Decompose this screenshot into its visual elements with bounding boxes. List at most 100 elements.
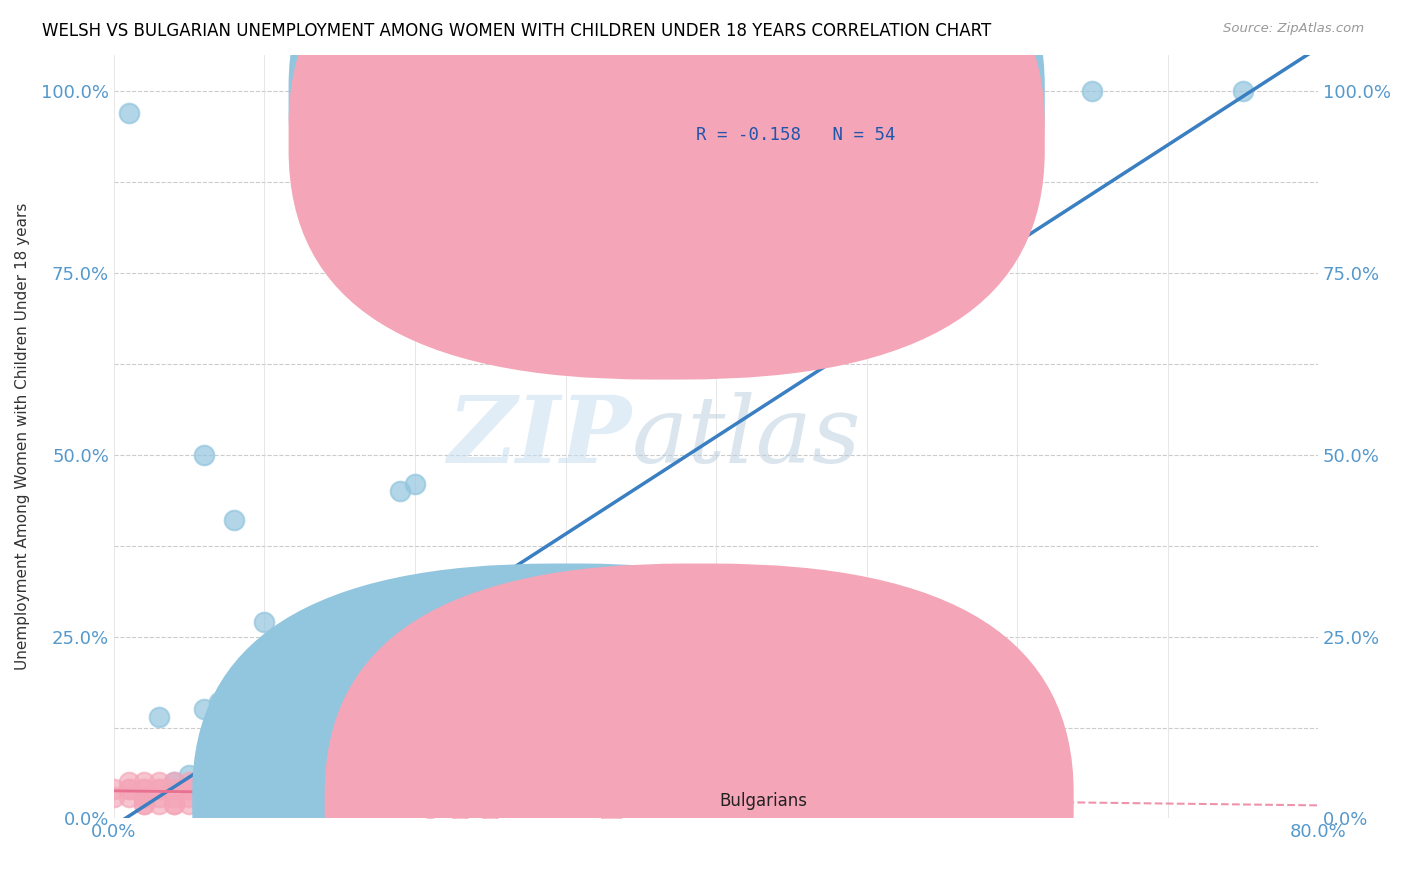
Point: [298, 651, 321, 665]
Point: [208, 789, 231, 804]
Point: [132, 775, 155, 789]
Point: [163, 775, 186, 789]
Point: [118, 782, 141, 797]
Point: [118, 789, 141, 804]
Point: [193, 702, 215, 716]
Point: [599, 807, 621, 822]
Point: [284, 797, 307, 811]
Point: [179, 768, 201, 782]
Point: [148, 797, 170, 811]
Point: [148, 782, 170, 797]
Text: WELSH VS BULGARIAN UNEMPLOYMENT AMONG WOMEN WITH CHILDREN UNDER 18 YEARS CORRELA: WELSH VS BULGARIAN UNEMPLOYMENT AMONG WO…: [42, 22, 991, 40]
Point: [298, 688, 321, 702]
Text: R = -0.158   N = 54: R = -0.158 N = 54: [696, 127, 896, 145]
Point: [449, 804, 471, 818]
Point: [329, 789, 352, 804]
Point: [509, 673, 531, 688]
Point: [103, 789, 125, 804]
Point: [314, 658, 336, 673]
Point: [132, 789, 155, 804]
Point: [494, 623, 516, 637]
Point: [132, 797, 155, 811]
Point: [163, 797, 186, 811]
Point: [163, 775, 186, 789]
Point: [179, 782, 201, 797]
Point: [343, 673, 366, 688]
Point: [148, 709, 170, 723]
Text: R =  0.792   N = 38: R = 0.792 N = 38: [696, 88, 896, 106]
Point: [224, 789, 246, 804]
Point: [343, 666, 366, 681]
Point: [132, 782, 155, 797]
Point: [298, 797, 321, 811]
Text: Welsh: Welsh: [588, 792, 637, 810]
Point: [193, 448, 215, 462]
Point: [253, 615, 276, 630]
Point: [148, 775, 170, 789]
FancyBboxPatch shape: [631, 70, 915, 166]
Text: ZIP: ZIP: [447, 392, 631, 482]
Point: [419, 800, 441, 814]
Point: [103, 782, 125, 797]
Point: [179, 775, 201, 789]
FancyBboxPatch shape: [288, 0, 1045, 342]
Point: [148, 782, 170, 797]
Point: [179, 782, 201, 797]
Point: [208, 782, 231, 797]
Point: [434, 797, 457, 811]
FancyBboxPatch shape: [325, 564, 1074, 892]
Point: [224, 782, 246, 797]
Point: [193, 775, 215, 789]
Point: [269, 695, 291, 709]
Point: [193, 782, 215, 797]
Point: [179, 797, 201, 811]
FancyBboxPatch shape: [288, 0, 1045, 380]
Point: [479, 804, 502, 818]
Point: [599, 623, 621, 637]
Point: [118, 782, 141, 797]
Point: [163, 789, 186, 804]
Point: [224, 797, 246, 811]
Point: [208, 695, 231, 709]
Point: [224, 513, 246, 527]
Text: atlas: atlas: [631, 392, 862, 482]
Point: [148, 789, 170, 804]
Point: [329, 681, 352, 695]
Point: [404, 477, 426, 491]
Point: [329, 666, 352, 681]
Point: [1232, 85, 1254, 99]
Point: [132, 782, 155, 797]
Point: [238, 789, 260, 804]
Point: [253, 702, 276, 716]
Point: [179, 789, 201, 804]
Point: [269, 688, 291, 702]
Point: [132, 789, 155, 804]
Point: [524, 673, 547, 688]
Point: [569, 615, 592, 630]
Point: [284, 623, 307, 637]
Point: [163, 797, 186, 811]
Point: [118, 106, 141, 120]
Point: [132, 789, 155, 804]
Point: [193, 797, 215, 811]
Point: [253, 797, 276, 811]
Point: [554, 688, 576, 702]
Text: Bulgarians: Bulgarians: [720, 792, 807, 810]
Point: [208, 782, 231, 797]
Text: Source: ZipAtlas.com: Source: ZipAtlas.com: [1223, 22, 1364, 36]
Point: [359, 666, 381, 681]
Point: [118, 775, 141, 789]
Point: [284, 688, 307, 702]
Point: [253, 789, 276, 804]
Point: [434, 666, 457, 681]
Point: [1081, 85, 1104, 99]
Y-axis label: Unemployment Among Women with Children Under 18 years: Unemployment Among Women with Children U…: [15, 203, 30, 671]
Point: [238, 709, 260, 723]
Point: [388, 484, 411, 499]
Point: [163, 782, 186, 797]
Point: [208, 775, 231, 789]
Point: [132, 797, 155, 811]
Point: [269, 789, 291, 804]
Point: [404, 797, 426, 811]
Point: [314, 768, 336, 782]
